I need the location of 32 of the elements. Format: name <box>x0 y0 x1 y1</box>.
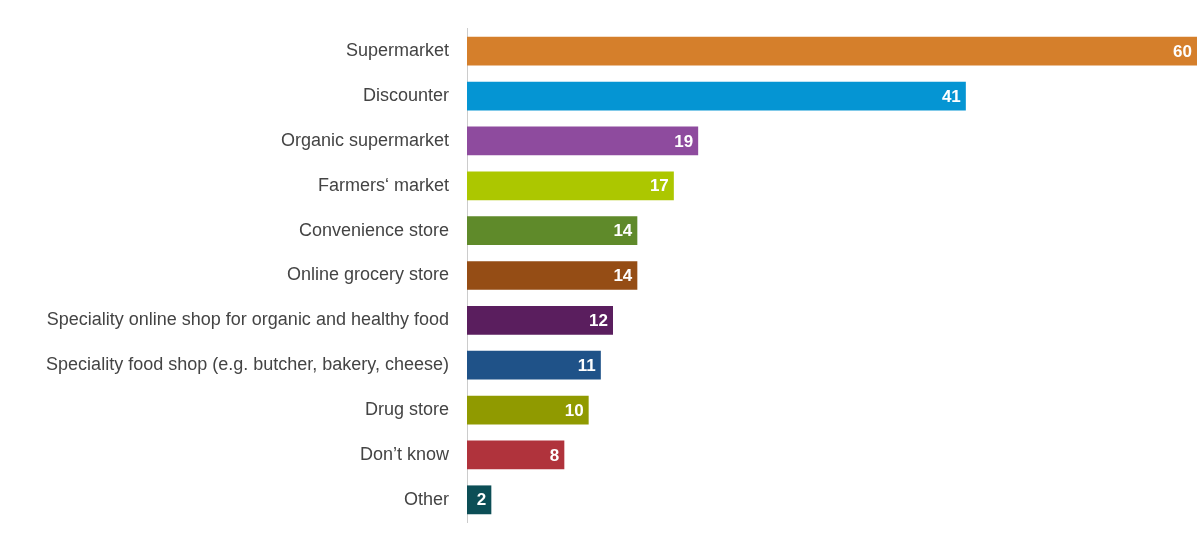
data-label: 2 <box>476 490 487 510</box>
y-tick-label: Organic supermarket <box>280 129 449 150</box>
bar <box>467 440 565 470</box>
data-label: 12 <box>589 311 608 331</box>
bar <box>467 81 966 111</box>
data-label: 14 <box>613 221 633 241</box>
y-tick-label: Drug store <box>364 399 449 420</box>
y-tick-label: Speciality food shop (e.g. butcher, bakery, cheese) <box>46 354 449 375</box>
y-tick-label: Farmers‘ market <box>317 174 449 195</box>
data-label: 14 <box>613 266 633 286</box>
data-label: 10 <box>564 400 584 420</box>
data-label: 11 <box>577 355 596 375</box>
data-label: 17 <box>649 176 669 196</box>
bar <box>467 395 589 425</box>
bar <box>467 126 699 156</box>
y-tick-label: Other <box>403 488 449 509</box>
bar <box>467 216 638 245</box>
bar <box>467 306 613 335</box>
data-label: 60 <box>1173 41 1192 61</box>
data-label: 41 <box>941 86 961 106</box>
data-label: 8 <box>549 445 560 465</box>
y-tick-label: Speciality online shop for organic and healthy food <box>46 309 449 330</box>
y-tick-label: Don’t know <box>359 443 450 464</box>
y-tick-label: Convenience store <box>298 219 449 240</box>
y-tick-label: Discounter <box>362 85 449 106</box>
y-tick-label: Supermarket <box>345 40 449 61</box>
bar <box>467 171 674 201</box>
data-label: 19 <box>674 131 694 151</box>
bar <box>467 261 638 290</box>
bar <box>467 36 1197 66</box>
bar <box>467 350 601 380</box>
y-tick-label: Online grocery store <box>286 264 449 285</box>
